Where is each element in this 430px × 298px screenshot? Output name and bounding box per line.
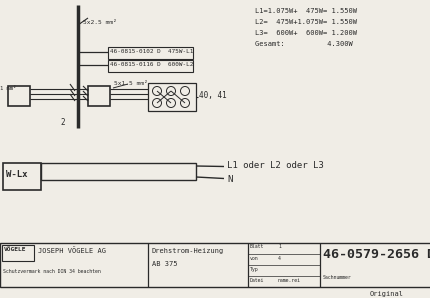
Text: .: .: [106, 62, 109, 67]
Bar: [147, 83, 196, 111]
Bar: [88, 86, 110, 106]
Text: JOSEPH VÖGELE AG: JOSEPH VÖGELE AG: [38, 247, 106, 254]
Text: 46-0815-0102 D  475W-L1: 46-0815-0102 D 475W-L1: [110, 49, 193, 54]
Text: 5x1.5 mm²: 5x1.5 mm²: [114, 81, 147, 86]
Text: von: von: [249, 255, 258, 260]
Text: name.rei: name.rei: [277, 277, 300, 283]
Text: VÖGELE: VÖGELE: [4, 247, 26, 252]
Text: Original: Original: [369, 291, 403, 297]
Bar: [0, 243, 430, 287]
Text: W-Lx: W-Lx: [6, 170, 28, 179]
Bar: [8, 86, 30, 106]
Text: Sachnummer: Sachnummer: [322, 275, 351, 280]
Text: 1: 1: [277, 244, 280, 249]
Bar: [108, 47, 193, 59]
Bar: [108, 60, 193, 72]
Text: Gesamt:          4.300W: Gesamt: 4.300W: [255, 41, 352, 47]
Text: AB 375: AB 375: [152, 261, 177, 267]
Text: 2: 2: [61, 118, 65, 127]
Text: Schutzvermark nach DIN 34 beachten: Schutzvermark nach DIN 34 beachten: [3, 269, 101, 274]
Text: L3=  600W+  600W= 1.200W: L3= 600W+ 600W= 1.200W: [255, 30, 356, 36]
Text: Datei: Datei: [249, 277, 264, 283]
Text: 5x2.5 mm²: 5x2.5 mm²: [83, 20, 117, 25]
Bar: [3, 163, 41, 190]
Bar: [41, 163, 196, 180]
Text: Blatt: Blatt: [249, 244, 264, 249]
Text: L2=  475W+1.075W= 1.550W: L2= 475W+1.075W= 1.550W: [255, 19, 356, 25]
Text: N: N: [227, 176, 232, 184]
Text: Drehstrom-Heizung: Drehstrom-Heizung: [152, 248, 224, 254]
Text: Typ: Typ: [249, 266, 258, 271]
Text: 40, 41: 40, 41: [199, 91, 226, 100]
Text: 4: 4: [277, 255, 280, 260]
Text: L1 oder L2 oder L3: L1 oder L2 oder L3: [227, 162, 323, 170]
Bar: [2, 245, 34, 261]
Text: 46-0579-2656 D 00: 46-0579-2656 D 00: [322, 248, 430, 261]
Text: L1=1.075W+  475W= 1.550W: L1=1.075W+ 475W= 1.550W: [255, 8, 356, 14]
Text: 46-0815-0116 D  600W-L2: 46-0815-0116 D 600W-L2: [110, 62, 193, 67]
Text: 1 mm²: 1 mm²: [0, 86, 16, 91]
